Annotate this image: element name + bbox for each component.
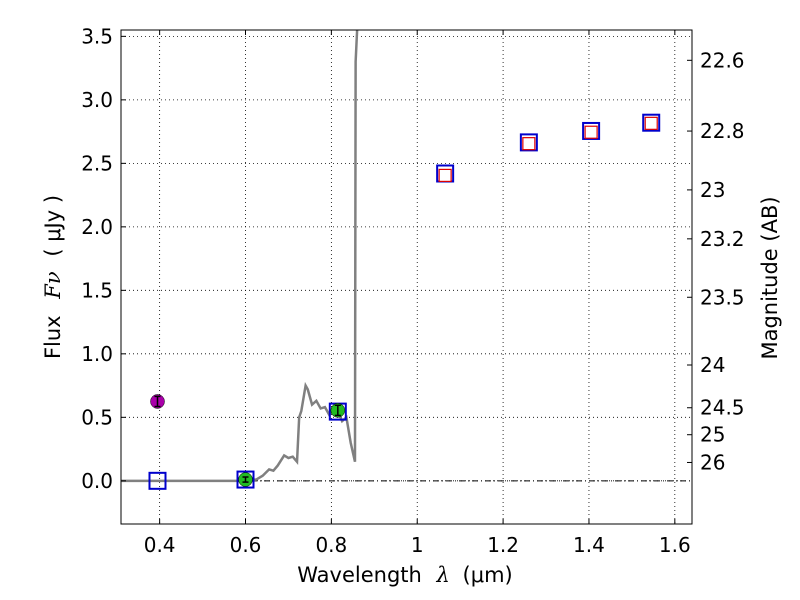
ticks: 0.4 0.6 0.8 1 1.2 1.4 1.6 0.0 0.5 1.0 1.5 2.0 2.5 3.0… [81, 24, 744, 557]
x-tick-label: 1 [411, 533, 424, 557]
data-marks [148, 113, 661, 490]
y-tick-label: 2.0 [81, 215, 113, 239]
y-axis-label-unit: ( μJy ) [41, 195, 65, 257]
upper-limit-square [584, 125, 598, 139]
x-tick-label: 1.4 [573, 533, 605, 557]
model-flux-square [519, 133, 538, 152]
upper-limit-square [438, 168, 452, 183]
y2-tick-label: 24.5 [700, 396, 745, 420]
x-tick-label: 0.8 [315, 533, 347, 557]
y-tick-label: 3.5 [81, 24, 113, 48]
x-tick-label: 1.2 [487, 533, 519, 557]
x-tick-label: 1.6 [659, 533, 691, 557]
y2-tick-label: 23.2 [700, 227, 745, 251]
x-axis-label-symbol: λ [436, 563, 450, 587]
x-axis-label-unit: (μm) [463, 563, 513, 587]
upper-limit-square [644, 116, 658, 130]
x-tick-label: 0.4 [144, 533, 176, 557]
upper-limit-square [522, 137, 536, 151]
plot-frame [120, 29, 693, 525]
model-flux-square [148, 471, 167, 490]
y-tick-label: 0.0 [81, 469, 113, 493]
model-flux-square [236, 470, 255, 489]
y-tick-label: 0.5 [81, 405, 113, 429]
y2-tick-label: 24 [700, 353, 725, 377]
y2-tick-label: 23.5 [700, 285, 745, 309]
grid [121, 30, 692, 524]
model-flux-square [582, 121, 601, 140]
y-tick-label: 3.0 [81, 88, 113, 112]
y-tick-label: 2.5 [81, 151, 113, 175]
x-tick-label: 0.6 [230, 533, 262, 557]
y2-tick-label: 26 [700, 450, 725, 474]
x-axis-label: Wavelength λ (μm) [297, 563, 512, 587]
y-axis-label-symbol: Fν [41, 271, 65, 300]
y2-tick-label: 22.6 [700, 48, 745, 72]
y2-axis-label: Magnitude (AB) [758, 196, 782, 359]
model-flux-square [642, 113, 661, 132]
x-axis-label-text: Wavelength [297, 563, 422, 587]
y-tick-label: 1.5 [81, 278, 113, 302]
y2-tick-label: 23 [700, 178, 725, 202]
y-axis-label-text: Flux [41, 315, 65, 359]
y2-tick-label: 22.8 [700, 119, 745, 143]
y-axis-label: Flux Fν ( μJy ) [41, 195, 65, 359]
y2-tick-label: 25 [700, 423, 725, 447]
model-spectrum-line [121, 29, 359, 483]
y-tick-label: 1.0 [81, 342, 113, 366]
